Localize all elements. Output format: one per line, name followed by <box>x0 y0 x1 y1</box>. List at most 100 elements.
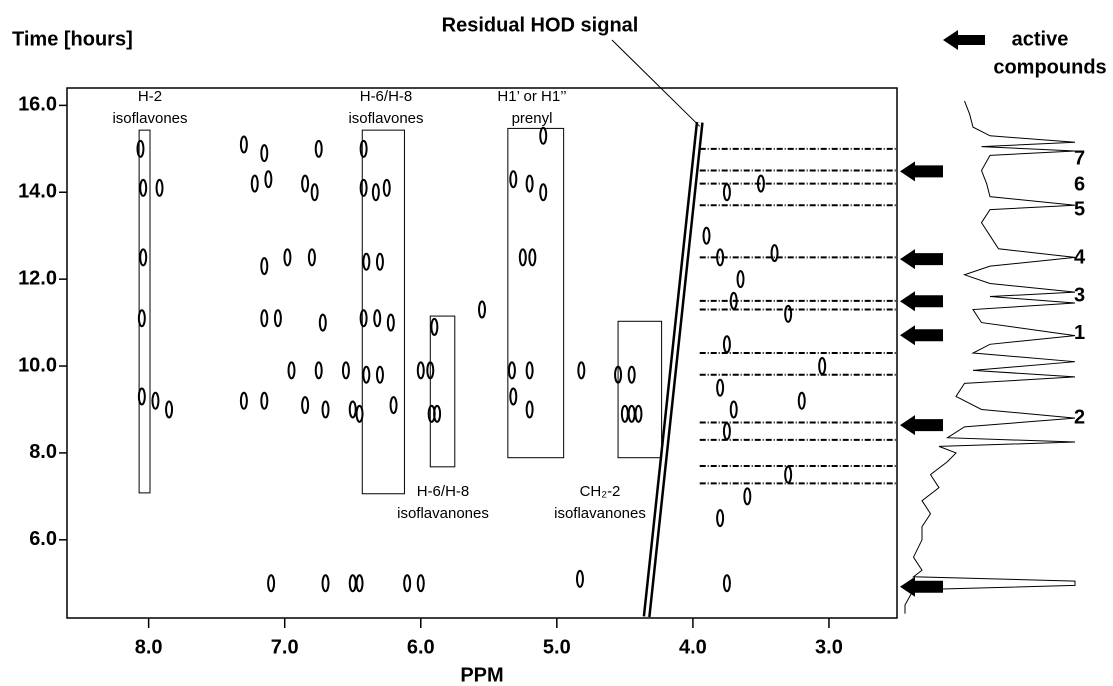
peak <box>341 361 350 380</box>
peak <box>416 574 425 593</box>
legend-text: compounds <box>993 56 1106 78</box>
y-tick-label: 12.0 <box>18 267 57 289</box>
peak <box>310 183 319 202</box>
peak <box>525 174 534 193</box>
peak <box>722 422 731 441</box>
compound-label: 2 <box>1074 406 1085 428</box>
region-label: prenyl <box>512 110 553 127</box>
peak <box>301 174 310 193</box>
region-box <box>617 320 663 459</box>
peak <box>702 226 711 245</box>
peak <box>250 174 259 193</box>
peak <box>403 574 412 593</box>
peak <box>433 404 442 423</box>
peak <box>507 361 516 380</box>
peak <box>770 244 779 263</box>
compound-label: 1 <box>1074 322 1085 344</box>
peak <box>416 361 425 380</box>
peak <box>239 391 248 410</box>
peak <box>525 361 534 380</box>
peak <box>716 378 725 397</box>
peak <box>348 574 357 593</box>
y-tick-label: 10.0 <box>18 354 57 376</box>
peak <box>283 248 292 267</box>
peak <box>375 365 384 384</box>
annotation-pointer <box>611 39 701 127</box>
hod-signal-inner <box>645 122 702 617</box>
x-tick-label: 5.0 <box>543 636 571 658</box>
compound-label: 4 <box>1074 247 1086 269</box>
peak <box>722 574 731 593</box>
compound-label: 3 <box>1074 284 1085 306</box>
peak <box>362 252 371 271</box>
region-label: H1’ or H1’’ <box>497 88 566 105</box>
compound-label: 5 <box>1074 198 1085 220</box>
peak <box>509 170 518 189</box>
peak <box>389 396 398 415</box>
peak <box>627 365 636 384</box>
peak <box>139 248 148 267</box>
peak <box>818 357 827 376</box>
peak <box>314 361 323 380</box>
peak <box>355 404 364 423</box>
annotation: Residual HOD signal <box>442 14 639 36</box>
peak <box>318 313 327 332</box>
peak <box>371 183 380 202</box>
peak <box>634 404 643 423</box>
region-box <box>429 315 456 468</box>
peak <box>165 400 174 419</box>
peak <box>627 404 636 423</box>
peak <box>729 400 738 419</box>
peak <box>151 391 160 410</box>
peak <box>287 361 296 380</box>
peak <box>239 135 248 154</box>
region-label: isoflavones <box>348 110 423 127</box>
peak <box>518 248 527 267</box>
x-tick-label: 7.0 <box>271 636 299 658</box>
peak <box>716 509 725 528</box>
x-tick-label: 4.0 <box>679 636 707 658</box>
peak <box>736 270 745 289</box>
x-tick-label: 6.0 <box>407 636 435 658</box>
peak <box>301 396 310 415</box>
legend-text: active <box>1012 28 1069 50</box>
peak <box>359 139 368 158</box>
plot-frame <box>66 87 898 619</box>
peak <box>784 465 793 484</box>
peak <box>136 139 145 158</box>
compound-arrow <box>900 325 943 346</box>
compound-arrow <box>900 249 943 270</box>
peak <box>539 126 548 145</box>
chromatogram <box>904 100 1076 614</box>
peak <box>314 139 323 158</box>
y-tick-label: 6.0 <box>29 528 57 550</box>
region-label: H-6/H-8 <box>417 483 470 500</box>
region-label: CH₂-2 <box>580 483 621 500</box>
region-box <box>361 129 405 495</box>
peak <box>756 174 765 193</box>
peak <box>784 304 793 323</box>
region-box <box>507 127 565 459</box>
legend-arrow <box>943 30 985 50</box>
peak <box>260 309 269 328</box>
peak <box>386 313 395 332</box>
peak <box>373 309 382 328</box>
peak <box>478 300 486 319</box>
region-label: H-2 <box>138 88 162 105</box>
peak <box>528 248 537 267</box>
peak <box>430 317 439 336</box>
peak <box>620 404 629 423</box>
compound-label: 7 <box>1074 148 1085 170</box>
region-label: isoflavanones <box>397 505 489 522</box>
peak <box>137 387 146 406</box>
peak <box>267 574 276 593</box>
peak <box>743 487 752 506</box>
region-label: isoflavones <box>112 110 187 127</box>
region-label: H-6/H-8 <box>360 88 413 105</box>
peak <box>321 400 330 419</box>
peak <box>264 170 273 189</box>
compound-arrow <box>900 291 943 312</box>
peak <box>348 400 357 419</box>
peak <box>139 178 148 197</box>
